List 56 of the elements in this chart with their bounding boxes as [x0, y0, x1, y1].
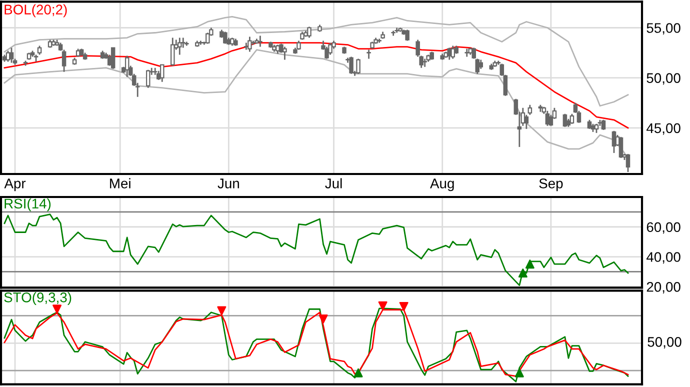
candlestick	[524, 114, 529, 130]
candlestick	[594, 123, 599, 134]
candlestick	[626, 153, 630, 173]
candlestick	[248, 36, 252, 52]
candlestick	[6, 50, 10, 62]
x-tick-label: Jun	[218, 178, 239, 188]
candlestick	[450, 45, 455, 60]
chart-title: RSI(14)	[4, 198, 51, 212]
candlestick	[282, 46, 287, 60]
point	[52, 304, 62, 314]
candlestick	[170, 37, 175, 67]
candlestick	[37, 45, 42, 56]
candlestick	[307, 26, 312, 38]
candlestick	[124, 55, 130, 78]
chart-title: STO(9,3,3)	[4, 292, 72, 306]
point	[399, 302, 408, 311]
point	[378, 301, 388, 310]
candlestick	[587, 119, 592, 130]
candlestick	[146, 69, 150, 89]
candlestick	[570, 113, 574, 125]
line-series	[4, 16, 629, 107]
candlestick	[366, 49, 371, 60]
point	[354, 368, 363, 378]
candlestick	[601, 119, 606, 131]
y-tick-label: 20,00	[646, 282, 680, 294]
x-tick-label: Aug	[430, 178, 454, 192]
candlestick	[618, 136, 624, 159]
candlestick	[9, 47, 14, 64]
candlestick	[296, 40, 301, 50]
candlestick	[528, 104, 532, 116]
x-tick-label: Jul	[325, 178, 342, 188]
candlestick	[328, 42, 332, 56]
candlestick	[356, 58, 360, 75]
point	[514, 368, 524, 378]
line-series	[4, 42, 629, 129]
y-tick-label: 50,00	[646, 73, 680, 85]
candlestick	[562, 113, 568, 128]
candlestick	[178, 37, 182, 56]
y-tick-label: 40,00	[646, 252, 680, 264]
x-tick-label: Apr	[4, 178, 26, 192]
y-tick-label: 60,00	[646, 222, 680, 234]
x-tick-label: Mei	[110, 178, 130, 188]
candlestick	[110, 47, 116, 70]
candlestick	[349, 56, 354, 75]
candlestick	[258, 35, 262, 48]
candlestick	[223, 31, 228, 44]
x-tick-label: Sep	[539, 178, 563, 192]
candlestick	[160, 64, 164, 83]
point	[318, 314, 328, 324]
y-tick-label: 55,00	[646, 23, 680, 35]
y-tick-label: 45,00	[646, 123, 680, 135]
candlestick	[181, 37, 186, 48]
line-series	[4, 214, 629, 286]
chart-title: BOL(20;2)	[4, 4, 67, 18]
candlestick	[478, 59, 484, 70]
point	[217, 306, 226, 316]
